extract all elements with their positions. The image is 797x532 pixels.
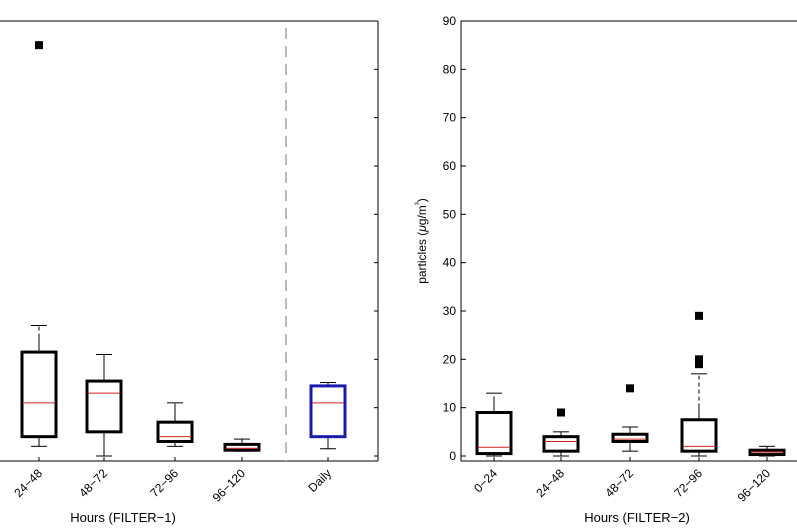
filter1-x-tick-label-72-96: 72−96 xyxy=(147,466,181,500)
filter1-x-tick-label-48-72: 48−72 xyxy=(76,466,110,500)
filter2-x-tick-label-24-48: 24−48 xyxy=(533,466,567,500)
filter2-y-tick-label-10: 10 xyxy=(443,401,457,415)
filter2-48-72-box xyxy=(611,384,649,452)
filter2-y-ticks: 0 10 20 30 40 50 60 70 80 90 xyxy=(443,14,466,463)
filter2-y-tick-label-50: 50 xyxy=(443,207,457,221)
filter1-48-72-box xyxy=(85,354,123,457)
filter2-y-tick-label-60: 60 xyxy=(443,159,457,173)
filter2-y-axis-label: particles (μg/m³) xyxy=(413,198,429,284)
filter2-x-tick-label-72-96: 72−96 xyxy=(671,466,705,500)
filter2-0-24-box xyxy=(475,392,513,457)
filter1-72-96-box xyxy=(156,402,194,447)
filter1-96-120-iqr-box xyxy=(223,442,261,452)
filter2-y-tick-label-80: 80 xyxy=(443,62,457,76)
filter2-72-96-outlier-1 xyxy=(695,355,703,364)
filter2-y-tick-label-70: 70 xyxy=(443,111,457,125)
filter1-24-48-iqr-box xyxy=(20,350,58,439)
filter1-right-ticks xyxy=(374,20,378,457)
filter2-y-tick-label-20: 20 xyxy=(443,352,457,366)
filter1-24-48-box xyxy=(20,41,58,447)
filter1-x-tick-label-96-120: 96−120 xyxy=(210,466,249,505)
filter2-96-120-box xyxy=(748,445,786,457)
filter2-plot-frame xyxy=(460,20,797,462)
filter1-Daily-iqr-box xyxy=(309,384,347,439)
filter1-panel: 24−48 48−72 72−96 96−120 Daily Hours (FILTER… xyxy=(0,20,379,525)
filter2-72-96-box xyxy=(680,311,718,457)
filter2-y-tick-label-30: 30 xyxy=(443,304,457,318)
filter2-x-axis-label: Hours (FILTER−2) xyxy=(584,510,690,525)
filter1-x-tick-label-Daily: Daily xyxy=(305,466,334,495)
filter1-48-72-iqr-box xyxy=(85,379,123,434)
filter2-boxes xyxy=(475,311,786,457)
filter1-24-48-outlier-0 xyxy=(35,41,43,50)
filter2-y-tick-label-40: 40 xyxy=(443,256,457,270)
filter1-96-120-box xyxy=(223,438,261,452)
filter1-x-tick-labels: 24−48 48−72 72−96 96−120 Daily xyxy=(11,457,334,505)
filter1-Daily-box xyxy=(309,382,347,450)
filter2-72-96-outlier-0 xyxy=(695,311,703,320)
filter2-24-48-outlier-0 xyxy=(557,408,565,417)
filter2-0-24-iqr-box xyxy=(475,411,513,456)
filter2-x-tick-label-96-120: 96−120 xyxy=(735,466,774,505)
filter2-x-tick-labels: 0−24 24−48 48−72 72−96 96−120 xyxy=(471,457,773,505)
filter1-x-axis-label: Hours (FILTER−1) xyxy=(70,510,176,525)
filter2-48-72-iqr-box xyxy=(611,432,649,443)
filter2-panel: 0 10 20 30 40 50 60 70 80 90 0−24 24−48 48−72 72−96 9… xyxy=(413,14,797,525)
filter2-24-48-iqr-box xyxy=(542,435,580,453)
filter2-48-72-outlier-0 xyxy=(626,384,634,393)
filter2-x-tick-label-0-24: 0−24 xyxy=(471,466,500,495)
filter2-24-48-box xyxy=(542,408,580,457)
filter2-x-tick-label-48-72: 48−72 xyxy=(602,466,636,500)
filter2-y-tick-label-0: 0 xyxy=(449,449,456,463)
filter2-y-tick-label-90: 90 xyxy=(443,14,457,28)
filter1-72-96-iqr-box xyxy=(156,420,194,443)
filter2-72-96-outlier-2 xyxy=(695,360,703,369)
filter1-x-tick-label-24-48: 24−48 xyxy=(11,466,45,500)
filter1-boxes xyxy=(20,41,347,457)
